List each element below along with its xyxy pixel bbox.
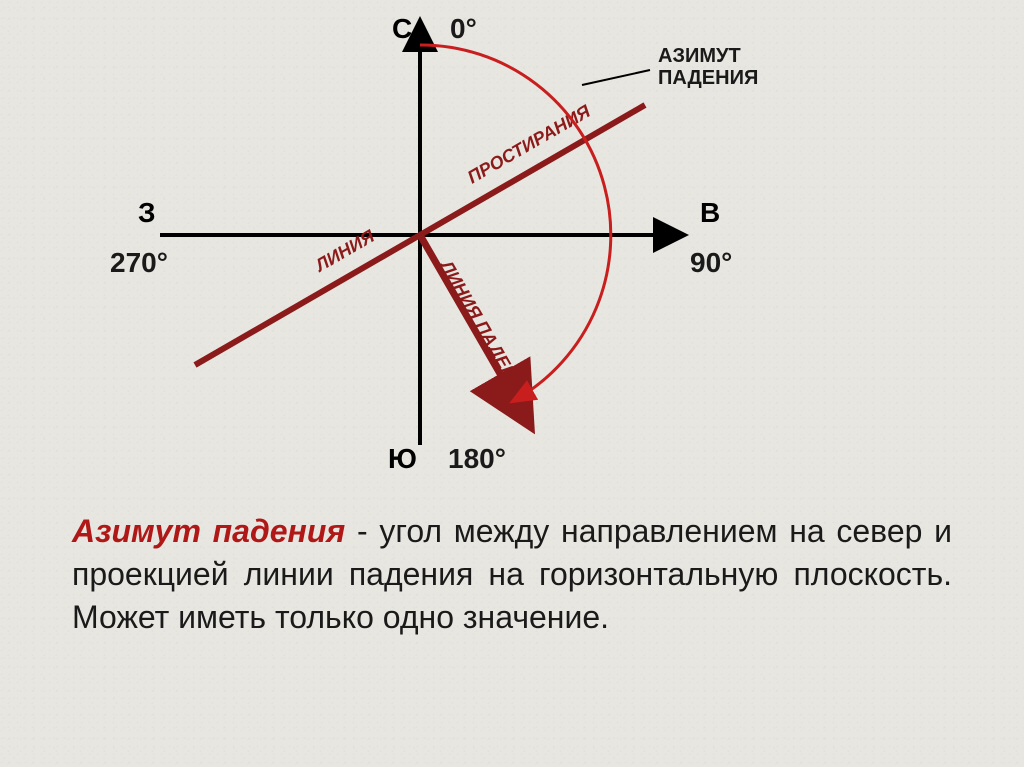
south-degree: 180° bbox=[448, 443, 506, 474]
east-label: В bbox=[700, 197, 720, 228]
caption-paragraph: Азимут падения - угол между направлением… bbox=[72, 510, 952, 640]
south-label: Ю bbox=[388, 443, 417, 474]
azimuth-arc-path bbox=[420, 45, 611, 400]
page: ПРОСТИРАНИЯ ЛИНИЯ ЛИНИЯ ПАДЕНИЯ АЗИМУТ П… bbox=[0, 0, 1024, 767]
north-label: С bbox=[392, 13, 412, 44]
azimuth-diagram: ПРОСТИРАНИЯ ЛИНИЯ ЛИНИЯ ПАДЕНИЯ АЗИМУТ П… bbox=[0, 0, 1024, 520]
east-degree: 90° bbox=[690, 247, 732, 278]
azimuth-arc-label: АЗИМУТ ПАДЕНИЯ bbox=[658, 45, 758, 89]
caption-term: Азимут падения bbox=[72, 513, 345, 549]
north-degree: 0° bbox=[450, 13, 477, 44]
dip-line-label: ЛИНИЯ ПАДЕНИЯ bbox=[436, 255, 535, 406]
west-label: З bbox=[138, 197, 156, 228]
azimuth-leader bbox=[582, 70, 650, 85]
west-degree: 270° bbox=[110, 247, 168, 278]
dip-line: ЛИНИЯ ПАДЕНИЯ bbox=[420, 235, 534, 417]
